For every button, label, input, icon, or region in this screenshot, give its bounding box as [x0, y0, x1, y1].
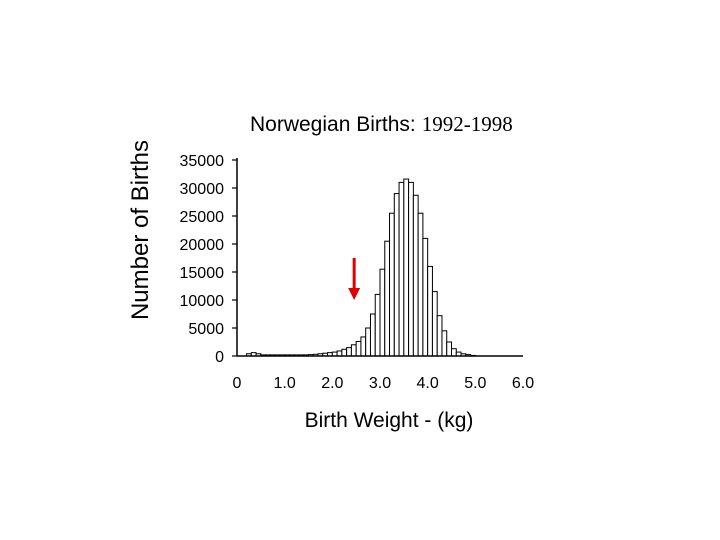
arrow-head	[348, 288, 361, 300]
histogram-bar	[451, 348, 457, 357]
histogram-bar	[427, 265, 433, 357]
histogram-bar	[379, 268, 386, 357]
chart-title-years: 1992-1998	[422, 112, 513, 136]
x-axis-ticks: 0 1.0 2.0 3.0 4.0 5.0 6.0	[233, 375, 535, 392]
histogram-bar	[403, 178, 410, 357]
y-tick-label: 5000	[188, 321, 224, 338]
x-tick-label: 1.0	[274, 375, 296, 392]
y-tick-label: 30000	[180, 181, 225, 198]
histogram-bar	[412, 194, 419, 357]
y-tick-label: 0	[215, 349, 224, 366]
y-axis-label: Number of Births	[127, 140, 154, 320]
y-tick-label: 25000	[180, 209, 225, 226]
x-tick-label: 4.0	[417, 375, 439, 392]
x-tick-label: 3.0	[369, 375, 391, 392]
y-tick-label: 10000	[180, 293, 225, 310]
histogram-bar	[389, 212, 395, 357]
histogram-bar	[441, 330, 448, 357]
annotations	[348, 258, 361, 300]
histogram-bar	[398, 181, 405, 357]
histogram-bar	[422, 237, 429, 357]
red-arrow-annotation	[348, 258, 361, 300]
histogram-bar	[350, 344, 357, 357]
y-tick-label: 15000	[180, 265, 225, 282]
histogram-bar	[374, 293, 381, 357]
chart-title: Norwegian Births: 1992-1998	[250, 112, 513, 136]
y-axis-ticks: 0 5000 10000 15000 20000 25000 30000 35000	[180, 153, 237, 366]
histogram-bar	[355, 340, 362, 357]
histogram-bar	[384, 240, 391, 357]
histogram-bar	[336, 350, 343, 357]
histogram-bar	[365, 327, 371, 357]
x-tick-label: 2.0	[321, 375, 343, 392]
histogram-bar	[417, 212, 424, 357]
histogram-bar	[360, 336, 367, 357]
histogram-bar	[393, 193, 400, 357]
x-tick-label: 0	[233, 375, 242, 392]
histogram-bar	[446, 341, 453, 357]
histogram-bar	[436, 315, 443, 357]
histogram-bar	[341, 348, 348, 357]
x-tick-label: 6.0	[512, 375, 534, 392]
x-axis-label: Birth Weight - (kg)	[305, 409, 474, 432]
histogram-bars	[246, 178, 476, 357]
histogram-bar	[369, 313, 376, 357]
histogram-bar	[346, 347, 352, 357]
histogram-bar	[408, 181, 414, 357]
y-tick-label: 20000	[180, 237, 225, 254]
chart-title-main: Norwegian Births:	[250, 113, 416, 136]
y-tick-label: 35000	[180, 153, 225, 170]
axes	[236, 158, 523, 357]
histogram-bar	[431, 291, 438, 357]
x-tick-label: 5.0	[464, 375, 486, 392]
